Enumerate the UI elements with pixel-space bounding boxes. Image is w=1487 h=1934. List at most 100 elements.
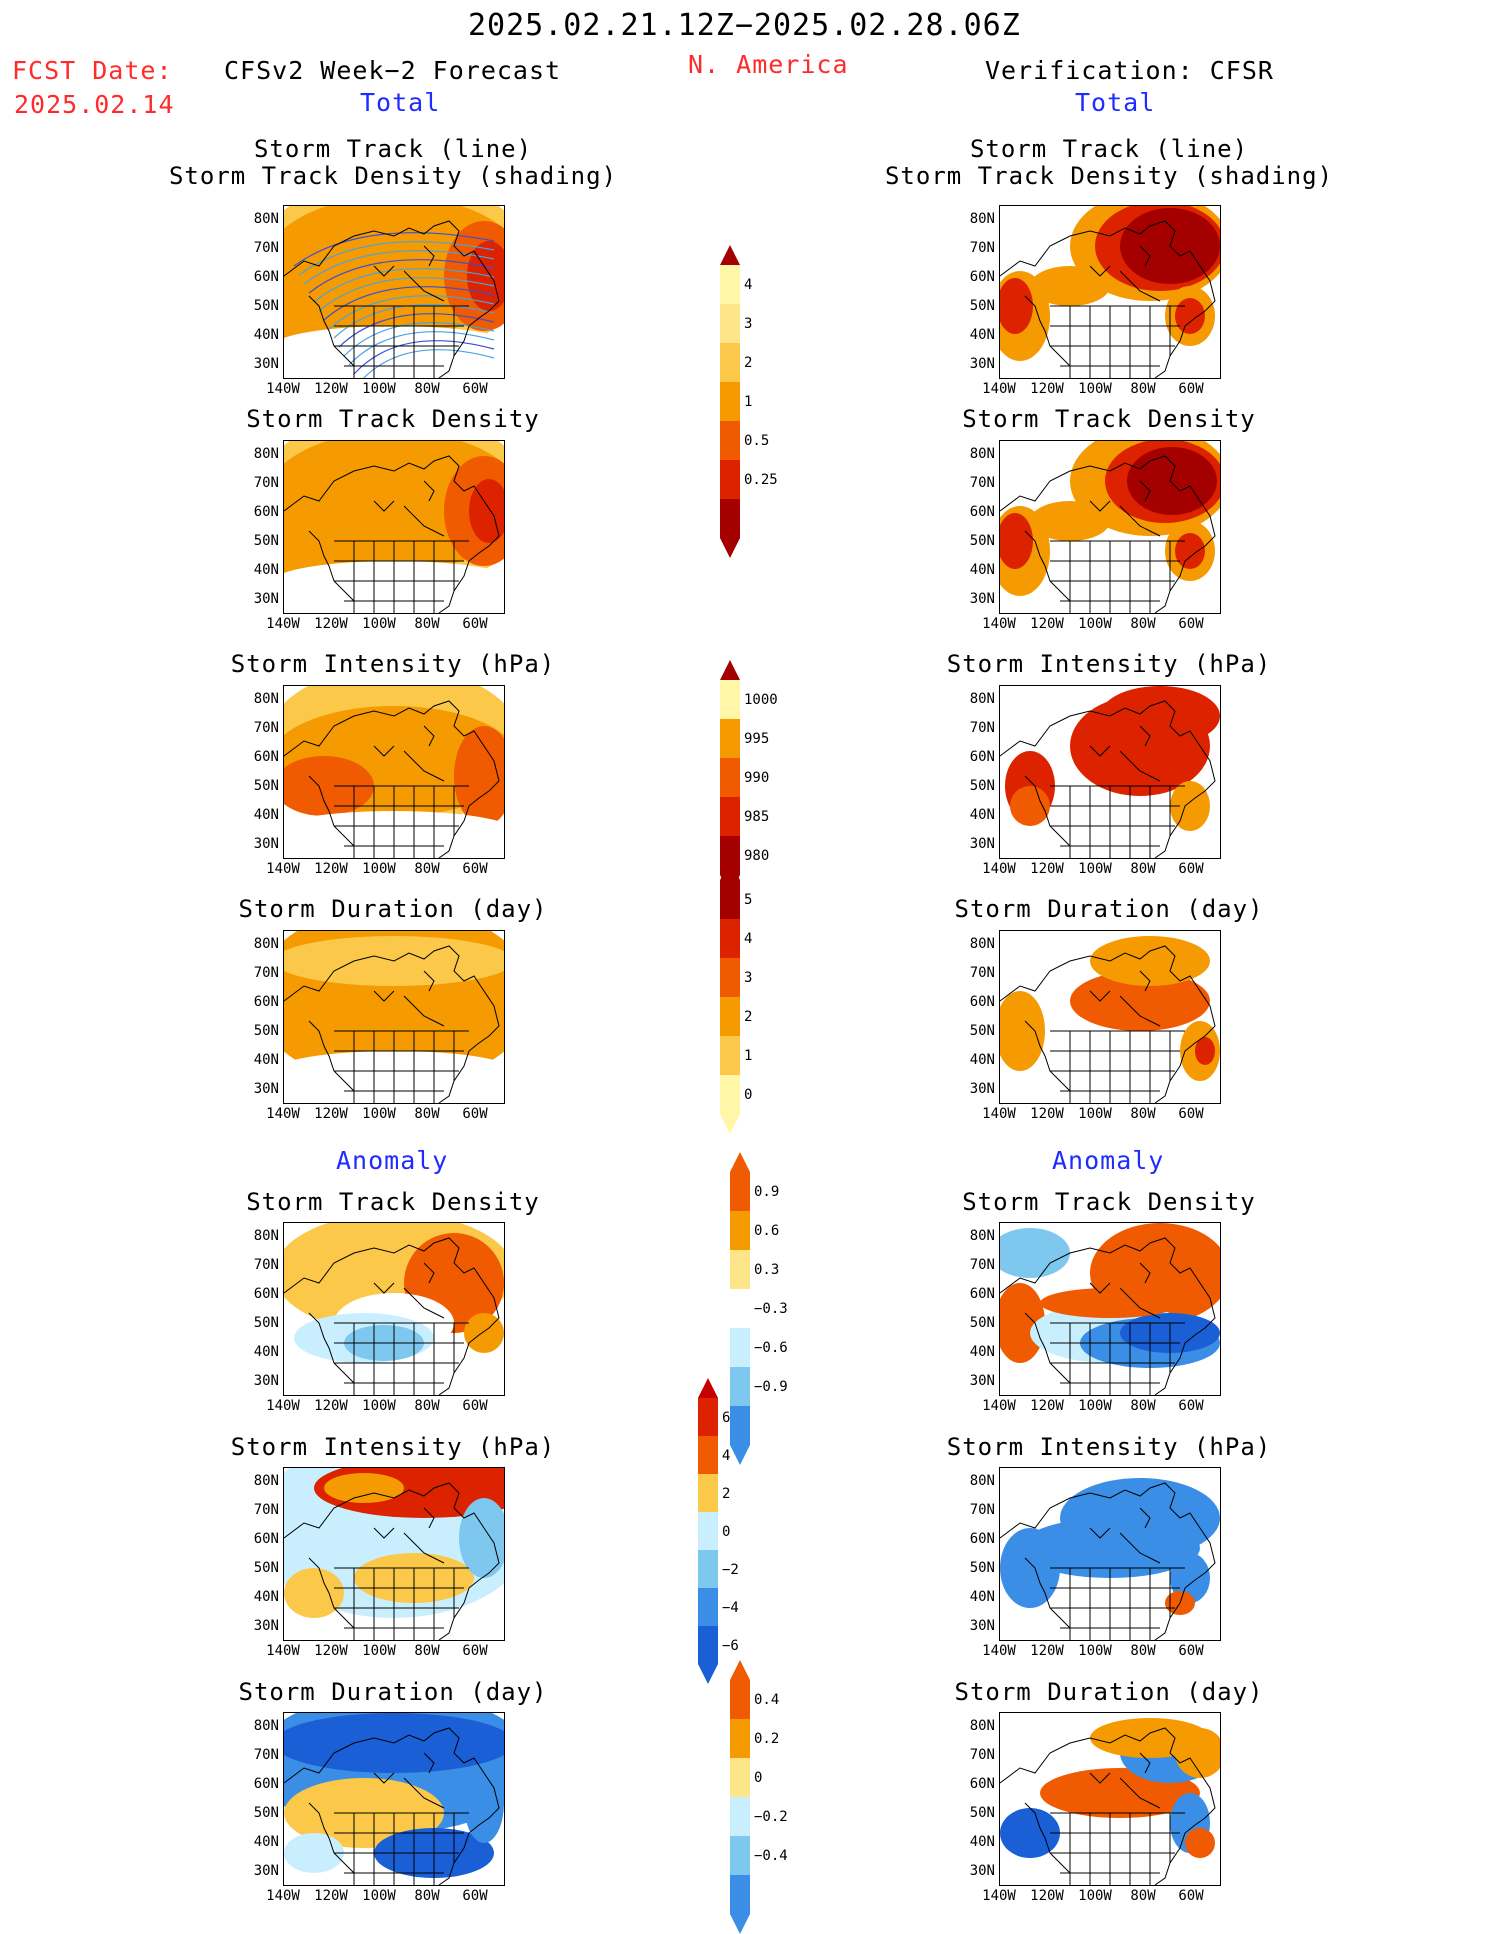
lon-tick-label: 80W	[1130, 1106, 1156, 1122]
map-shading	[284, 1713, 504, 1885]
lat-tick-label: 30N	[253, 1863, 279, 1879]
lon-tick-label: 140W	[982, 1643, 1016, 1659]
colorbar-swatch	[720, 919, 740, 958]
lat-tick-label: 80N	[253, 446, 279, 462]
lat-tick-label: 80N	[253, 1473, 279, 1489]
panel-title-track-line: Storm Track (line)	[969, 135, 1249, 163]
lat-tick-label: 50N	[969, 533, 995, 549]
colorbar-swatch	[720, 719, 740, 758]
colorbar-label: −2	[722, 1562, 739, 1578]
lon-tick-label: 120W	[314, 1398, 348, 1414]
colorbar-label: 4	[722, 1448, 731, 1464]
lon-tick-label: 120W	[1030, 861, 1064, 877]
shading-region	[284, 1568, 344, 1618]
lat-tick-label: 40N	[253, 1344, 279, 1360]
state-borders	[334, 540, 469, 613]
state-borders	[1050, 305, 1185, 378]
lon-tick-label: 100W	[1078, 616, 1112, 632]
lat-tick-label: 60N	[253, 1776, 279, 1792]
lon-tick-label: 80W	[1130, 616, 1156, 632]
map-shading	[1000, 1478, 1220, 1640]
lat-tick-label: 50N	[253, 533, 279, 549]
map-shading	[1000, 206, 1220, 378]
shading-region	[1000, 1283, 1045, 1363]
lat-tick-label: 40N	[969, 1344, 995, 1360]
colorbar-swatch	[730, 1250, 750, 1289]
lon-tick-label: 140W	[266, 1643, 300, 1659]
colorbar-label: −0.9	[754, 1379, 788, 1395]
map-panel	[283, 1222, 505, 1396]
left-anomaly-label: Anomaly	[336, 1146, 449, 1175]
panel-title-intensity: Storm Intensity (hPa)	[230, 1433, 556, 1461]
lat-tick-label: 40N	[969, 1834, 995, 1850]
storm-track-line	[333, 304, 495, 339]
colorbar	[720, 245, 740, 558]
lat-tick-label: 60N	[253, 269, 279, 285]
lat-tick-label: 70N	[969, 1502, 995, 1518]
storm-track-line	[348, 331, 495, 366]
map-panel	[283, 930, 505, 1104]
lon-tick-label: 60W	[1178, 616, 1204, 632]
shading-region	[1020, 1518, 1200, 1578]
lon-tick-label: 100W	[1078, 1106, 1112, 1122]
lat-tick-label: 40N	[969, 1052, 995, 1068]
lon-tick-label: 100W	[362, 616, 396, 632]
map-shading	[284, 931, 504, 1103]
colorbar-label: 0.5	[744, 433, 770, 449]
panel-title-intensity: Storm Intensity (hPa)	[946, 1433, 1272, 1461]
colorbar-swatch	[720, 1036, 740, 1075]
storm-track-line	[308, 259, 495, 294]
lat-tick-label: 40N	[969, 562, 995, 578]
lat-tick-label: 70N	[969, 965, 995, 981]
lat-tick-label: 50N	[969, 1560, 995, 1576]
lon-tick-label: 80W	[414, 1398, 440, 1414]
shading-region	[1175, 533, 1205, 569]
fcst-date-value: 2025.02.14	[14, 90, 175, 119]
lat-tick-label: 50N	[969, 1023, 995, 1039]
storm-track-line	[313, 268, 495, 303]
lon-tick-label: 80W	[1130, 1643, 1156, 1659]
panel-title-intensity: Storm Intensity (hPa)	[946, 650, 1272, 678]
colorbar-swatch	[698, 1626, 718, 1664]
lon-tick-label: 80W	[1130, 861, 1156, 877]
lat-tick-label: 30N	[969, 1863, 995, 1879]
lon-tick-label: 60W	[1178, 1643, 1204, 1659]
colorbar-swatch	[720, 797, 740, 836]
state-borders	[334, 1812, 469, 1885]
lat-tick-label: 70N	[969, 475, 995, 491]
map-shading	[284, 1223, 504, 1395]
colorbar-swatch	[730, 1836, 750, 1875]
lat-tick-label: 40N	[969, 1589, 995, 1605]
colorbar-label: 5	[744, 892, 753, 908]
state-borders	[1050, 540, 1185, 613]
lon-tick-label: 80W	[1130, 381, 1156, 397]
lat-tick-label: 30N	[969, 356, 995, 372]
lat-tick-label: 30N	[969, 1618, 995, 1634]
panel-title-duration: Storm Duration (day)	[238, 1678, 548, 1706]
lat-tick-label: 30N	[969, 836, 995, 852]
lat-tick-label: 70N	[969, 1257, 995, 1273]
colorbar-label: 0	[754, 1770, 763, 1786]
colorbar-swatch	[720, 836, 740, 875]
colorbar-swatch	[720, 997, 740, 1036]
lat-tick-label: 30N	[969, 1081, 995, 1097]
panel-title-track-density-shading: Storm Track Density (shading)	[884, 162, 1334, 190]
map-panel	[999, 1467, 1221, 1641]
map-panel	[999, 1712, 1221, 1886]
lon-tick-label: 80W	[414, 1643, 440, 1659]
state-borders	[1050, 1812, 1185, 1885]
lat-tick-label: 50N	[969, 1805, 995, 1821]
lon-tick-label: 120W	[1030, 1398, 1064, 1414]
shading-region	[464, 1763, 504, 1843]
map-shading	[1000, 936, 1220, 1103]
colorbar	[720, 860, 740, 1134]
map-panel	[999, 930, 1221, 1104]
right-column-title: Verification: CFSR	[985, 56, 1274, 85]
lat-tick-label: 30N	[253, 356, 279, 372]
coastline	[1000, 455, 1216, 613]
coastline	[1000, 220, 1216, 378]
coastline	[284, 1237, 500, 1395]
lat-tick-label: 30N	[253, 836, 279, 852]
colorbar-swatch	[698, 1398, 718, 1436]
lat-tick-label: 70N	[253, 1747, 279, 1763]
